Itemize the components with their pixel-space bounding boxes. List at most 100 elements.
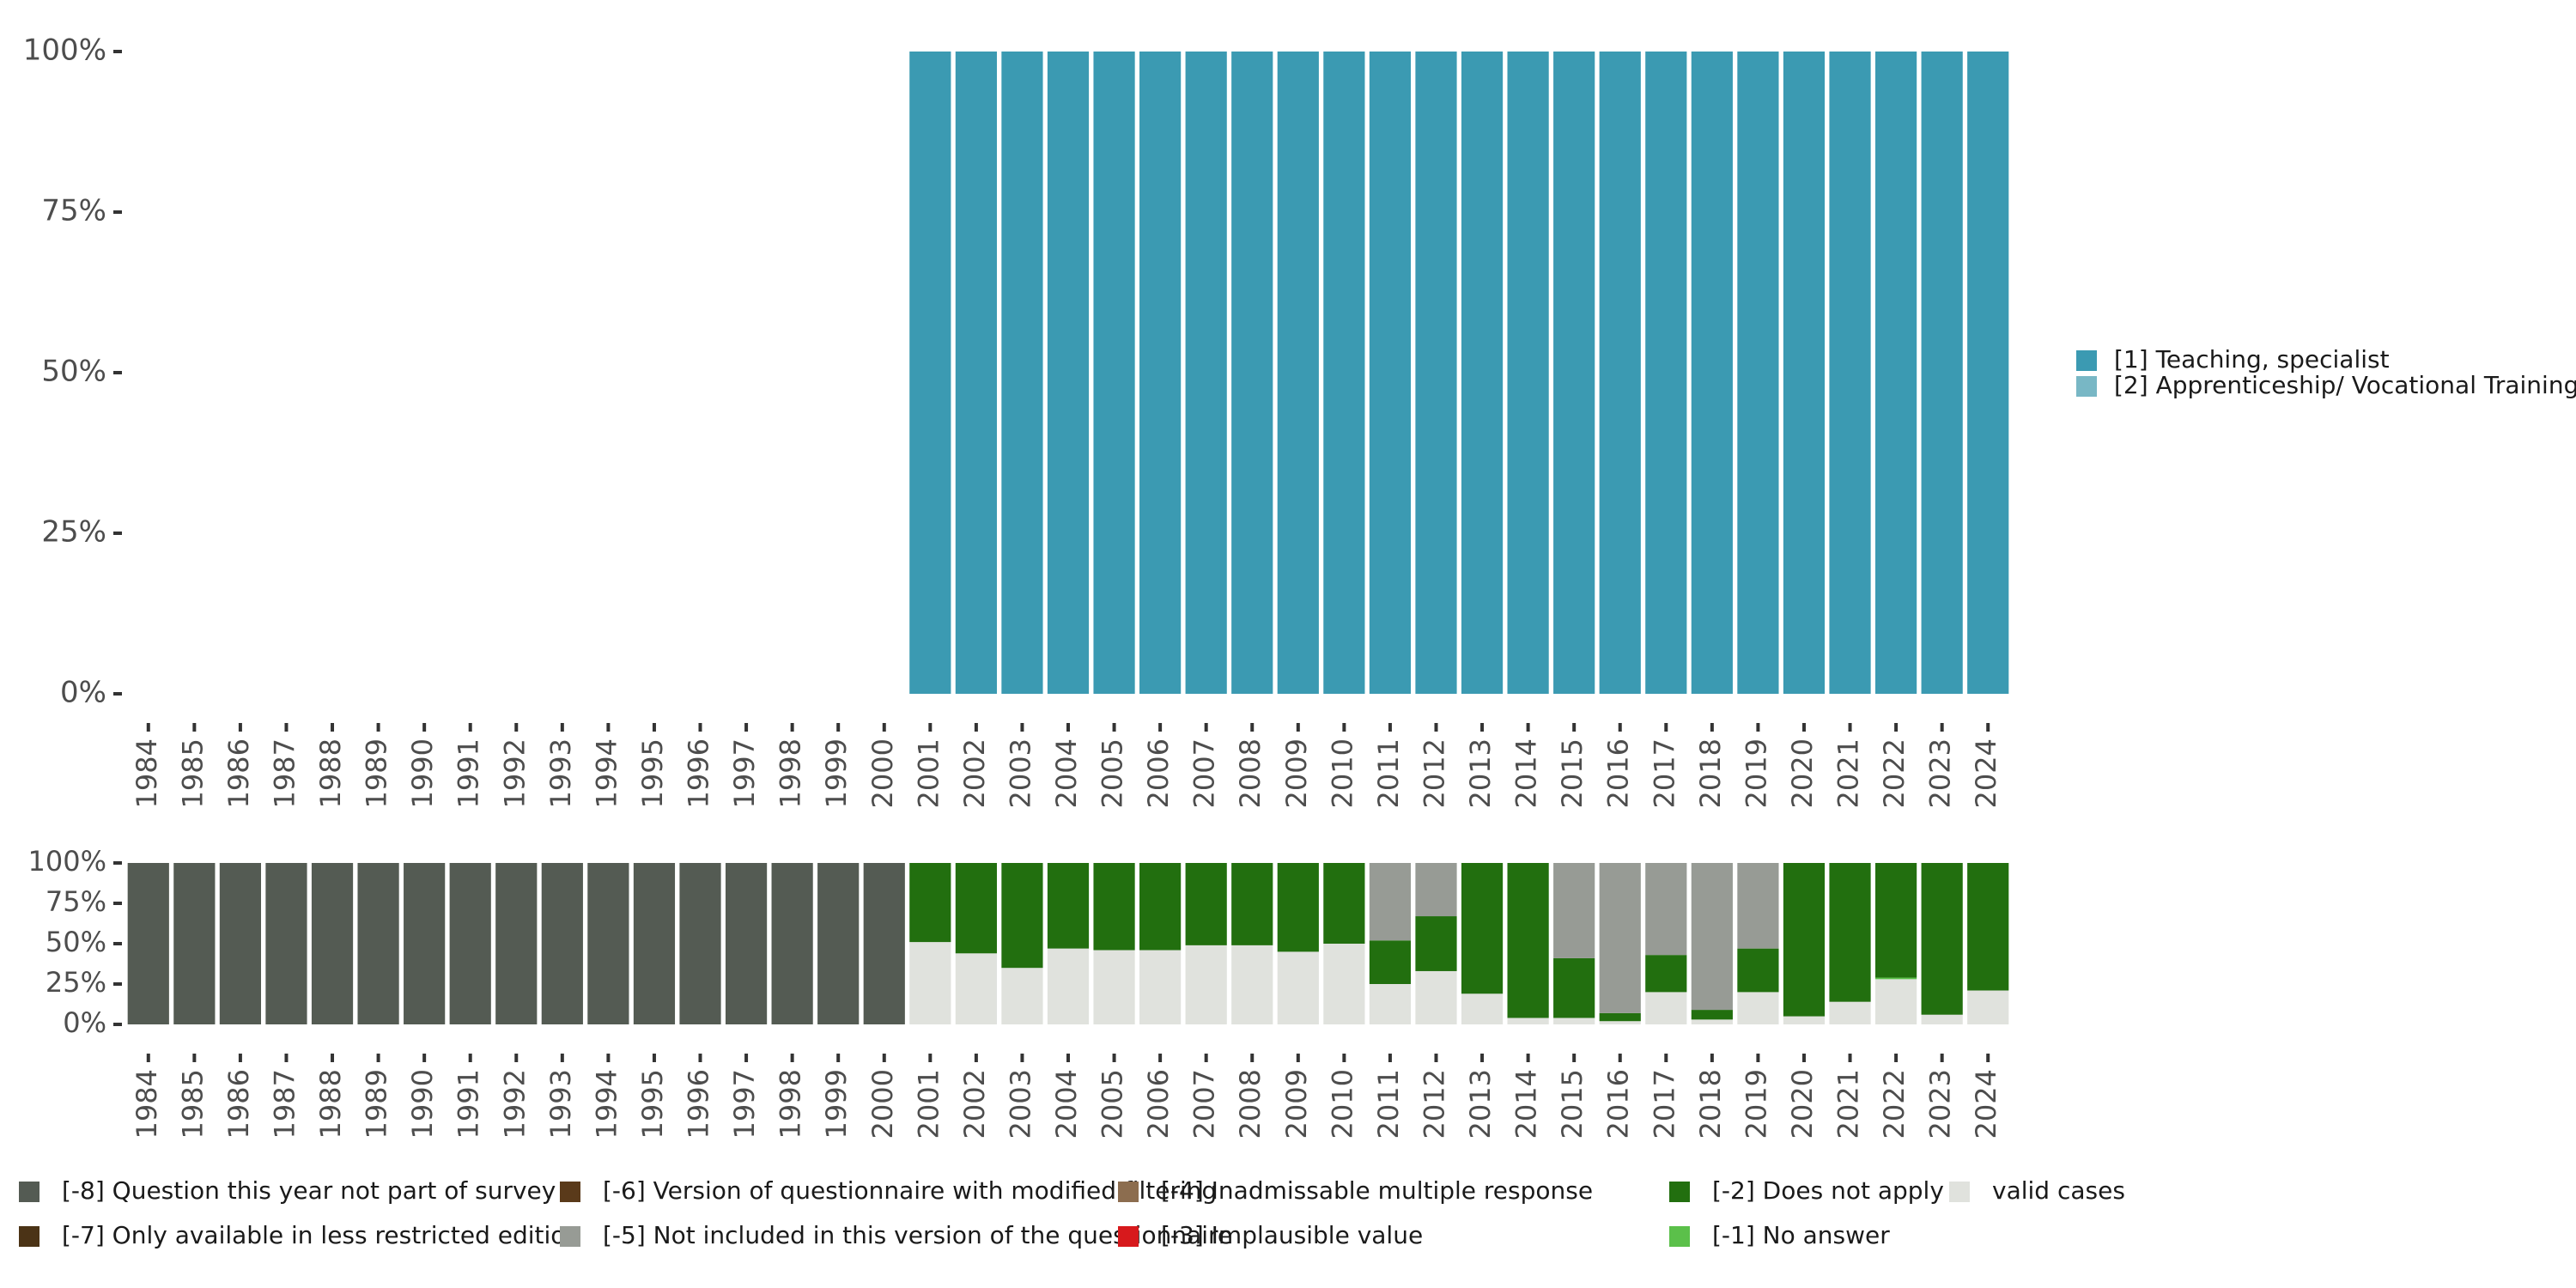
x-tick-label: 1988 [314,1069,347,1139]
bar-segment [1691,1010,1733,1020]
bar-segment [1047,863,1090,949]
x-tick-label: 2004 [1050,738,1083,808]
y-tick-label: 75% [46,885,106,918]
x-tick-label: 1990 [406,738,439,808]
main-legend: [1] Teaching, specialist[2] Apprenticesh… [2076,345,2576,399]
bar-segment [1874,979,1917,1024]
x-tick-label: 2000 [866,1069,899,1139]
bar-segment [1001,863,1043,969]
legend-key [1669,1226,1690,1247]
bar-segment [219,863,262,1024]
bar-segment [265,863,307,1024]
bar-segment [909,52,951,694]
bar-segment [1323,944,1365,1024]
legend-label: [-1] No answer [1712,1221,1890,1249]
bar-segment [725,863,768,1024]
bar-segment [1093,950,1135,1024]
bar-segment [357,863,399,1024]
x-tick-label: 2003 [1004,738,1036,808]
x-tick-label: 2024 [1970,738,2002,808]
x-tick-label: 2013 [1464,1069,1497,1139]
x-tick-label: 2003 [1004,1069,1036,1139]
x-tick-label: 2002 [958,1069,991,1139]
x-tick-label: 2018 [1694,1069,1727,1139]
x-tick-label: 2009 [1280,738,1313,808]
bar-segment [495,863,538,1024]
bar-segment [817,863,860,1024]
bar-segment [1553,1018,1595,1024]
bar-segment [1461,863,1504,994]
x-tick-label: 1990 [406,1069,439,1139]
x-tick-label: 2024 [1970,1069,2002,1139]
bar-segment [1185,52,1227,694]
bar-segment [955,52,997,694]
x-tick-label: 2011 [1372,1069,1405,1139]
bar-segment [1369,940,1412,984]
bar-segment [1231,52,1273,694]
legend-label: [1] Teaching, specialist [2114,345,2390,374]
bar-segment [1461,52,1504,694]
x-tick-label: 2004 [1050,1069,1083,1139]
bar-segment [1553,863,1595,958]
x-tick-label: 1996 [683,738,715,808]
bar-segment [1921,52,1963,694]
bar-segment [1277,52,1319,694]
bar-segment [1737,948,1779,993]
legend-key [1949,1182,1970,1202]
x-tick-label: 1999 [820,1069,853,1139]
y-tick-label: 100% [28,845,106,878]
x-tick-label: 1985 [176,738,209,808]
bar-segment [1645,992,1687,1024]
x-tick-label: 2010 [1326,738,1358,808]
y-tick-label: 0% [63,1006,106,1039]
x-tick-label: 1999 [820,738,853,808]
x-tick-label: 1995 [636,738,669,808]
bar-segment [1921,1014,1963,1024]
bar-segment [1507,1018,1549,1024]
bar-segment [541,863,583,1024]
x-tick-label: 2006 [1142,738,1175,808]
bar-segment [1783,52,1826,694]
bar-segment [587,863,629,1024]
x-tick-label: 1996 [683,1069,715,1139]
legend-label: [-3] Implausible value [1161,1221,1423,1249]
y-tick-label: 50% [46,926,106,958]
x-tick-label: 2019 [1740,738,1772,808]
bar-segment [1093,863,1135,951]
bar-segment [1645,52,1687,694]
bar-segment [1921,863,1963,1015]
x-tick-label: 2012 [1418,1069,1450,1139]
legend-key [560,1226,580,1247]
missing-chart-panel: 0% 25% 50% 75% 100% 1984 1985 1986 1987 1988 1989 1… [28,845,2009,1139]
bar-segment [449,863,491,1024]
y-tick-label: 75% [41,194,106,228]
bar-segment [955,953,997,1024]
x-tick-label: 2006 [1142,1069,1175,1139]
x-tick-label: 2020 [1786,1069,1819,1139]
x-tick-label: 2014 [1510,1069,1543,1139]
main-chart-panel: 0% 25% 50% 75% 100% 1984 1985 1986 1987 1988 1989 1… [23,33,2009,808]
bar-segment [1691,52,1733,694]
x-tick-label: 2023 [1924,1069,1957,1139]
x-tick-label: 1992 [498,738,531,808]
x-tick-label: 1993 [544,1069,577,1139]
x-tick-label: 1989 [361,1069,393,1139]
bar-segment [1737,863,1779,949]
bar-segment [1829,1001,1871,1024]
x-tick-label: 2017 [1648,1069,1680,1139]
x-tick-label: 1993 [544,738,577,808]
y-tick-label: 0% [60,676,106,710]
bar-segment [1139,950,1182,1024]
x-tick-label: 2007 [1188,1069,1221,1139]
legend-key [19,1226,39,1247]
bar-segment [909,863,951,943]
bar-segment [1553,957,1595,1018]
bar-segment [863,863,905,1024]
bar-segment [1277,863,1319,952]
bar-segment [771,863,813,1024]
bar-segment [1507,52,1549,694]
x-tick-label: 2017 [1648,738,1680,808]
x-tick-label: 1998 [775,738,807,808]
bar-segment [1415,52,1457,694]
